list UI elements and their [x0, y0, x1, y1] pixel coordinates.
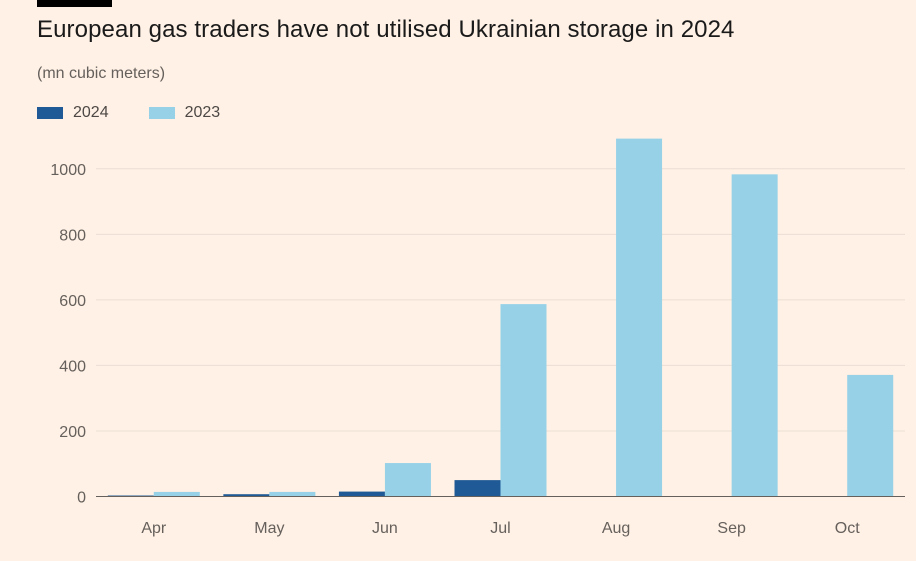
legend-item-2024: 2024: [37, 104, 109, 122]
bar-2023-oct: [847, 374, 894, 497]
y-tick-label-600: 600: [59, 293, 86, 310]
chart-title: European gas traders have not utilised U…: [37, 16, 735, 43]
legend-swatch-2024: [37, 107, 63, 119]
y-tick-label-800: 800: [59, 227, 86, 244]
bar-2023-aug: [616, 138, 663, 497]
bar-2023-may: [269, 491, 316, 497]
x-tick-label-apr: Apr: [141, 520, 167, 537]
x-tick-label-jul: Jul: [490, 520, 510, 537]
legend: 2024 2023: [37, 103, 260, 123]
bar-2023-jun: [384, 463, 431, 497]
legend-label-2023: 2023: [184, 104, 221, 121]
legend-item-2023: 2023: [148, 104, 221, 122]
bar-2023-apr: [153, 491, 200, 497]
y-tick-label-0: 0: [77, 490, 86, 507]
y-tick-label-200: 200: [59, 424, 86, 441]
bar-2023-sep: [731, 174, 778, 497]
bar-2024-jun: [338, 491, 385, 497]
legend-label-2024: 2024: [73, 104, 109, 121]
bar-2024-jul: [454, 480, 501, 497]
x-tick-label-aug: Aug: [602, 520, 630, 537]
bar-2024-may: [223, 494, 270, 497]
y-tick-label-400: 400: [59, 358, 86, 375]
brand-bar: [37, 0, 112, 7]
y-tick-label-1000: 1000: [50, 162, 86, 179]
bar-2023-jul: [500, 304, 547, 497]
chart-subtitle: (mn cubic meters): [37, 65, 166, 82]
x-tick-label-oct: Oct: [835, 520, 860, 537]
x-tick-label-sep: Sep: [717, 520, 746, 537]
x-tick-label-jun: Jun: [372, 520, 398, 537]
x-tick-label-may: May: [254, 520, 284, 537]
legend-swatch-2023: [148, 107, 175, 119]
